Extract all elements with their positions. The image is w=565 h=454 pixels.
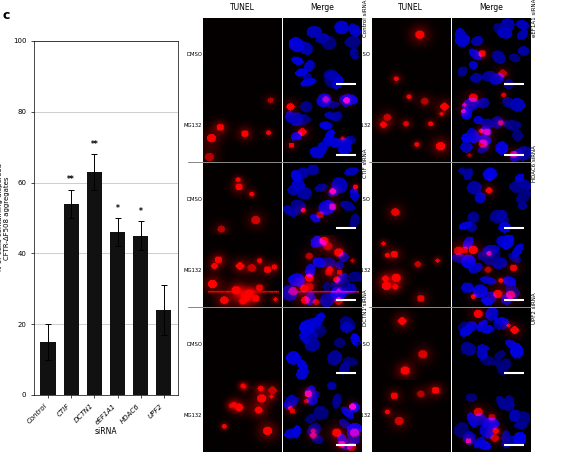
Text: TUNEL: TUNEL — [230, 3, 255, 12]
Text: MG132: MG132 — [352, 123, 371, 128]
Text: Merge: Merge — [479, 3, 503, 12]
Text: eEF1A1 siRNA: eEF1A1 siRNA — [532, 0, 537, 37]
Bar — [64, 204, 79, 395]
Text: *: * — [139, 207, 142, 216]
Text: DMSO: DMSO — [355, 52, 371, 57]
Text: DCTN1 siRNA: DCTN1 siRNA — [363, 290, 368, 326]
Text: Control siRNA: Control siRNA — [363, 0, 368, 37]
Bar — [87, 172, 102, 395]
Text: MG132: MG132 — [184, 123, 202, 128]
Text: *: * — [116, 203, 119, 212]
Text: Merge: Merge — [311, 3, 334, 12]
Text: DMSO: DMSO — [186, 52, 202, 57]
Text: DMSO: DMSO — [186, 341, 202, 346]
Text: MG132: MG132 — [184, 268, 202, 273]
Bar — [157, 310, 171, 395]
Text: **: ** — [67, 175, 75, 184]
Text: MG132: MG132 — [352, 413, 371, 418]
Text: HDAC6 siRNA: HDAC6 siRNA — [532, 145, 537, 182]
Text: **: ** — [90, 140, 98, 149]
X-axis label: siRNA: siRNA — [94, 427, 118, 436]
Bar — [133, 236, 148, 395]
Text: UPF2 siRNA: UPF2 siRNA — [532, 292, 537, 324]
Text: DMSO: DMSO — [355, 341, 371, 346]
Text: TUNEL: TUNEL — [398, 3, 423, 12]
Text: CTIF siRNA: CTIF siRNA — [363, 148, 368, 178]
Bar — [110, 232, 125, 395]
Text: MG132: MG132 — [184, 413, 202, 418]
Text: MG132: MG132 — [352, 268, 371, 273]
Text: DMSO: DMSO — [186, 197, 202, 202]
Text: DMSO: DMSO — [355, 197, 371, 202]
Text: c: c — [3, 9, 10, 22]
Bar — [41, 342, 55, 395]
Y-axis label: % of cells containing dispersed
CFTR-ΔF508 aggregates: % of cells containing dispersed CFTR-ΔF5… — [0, 163, 10, 272]
